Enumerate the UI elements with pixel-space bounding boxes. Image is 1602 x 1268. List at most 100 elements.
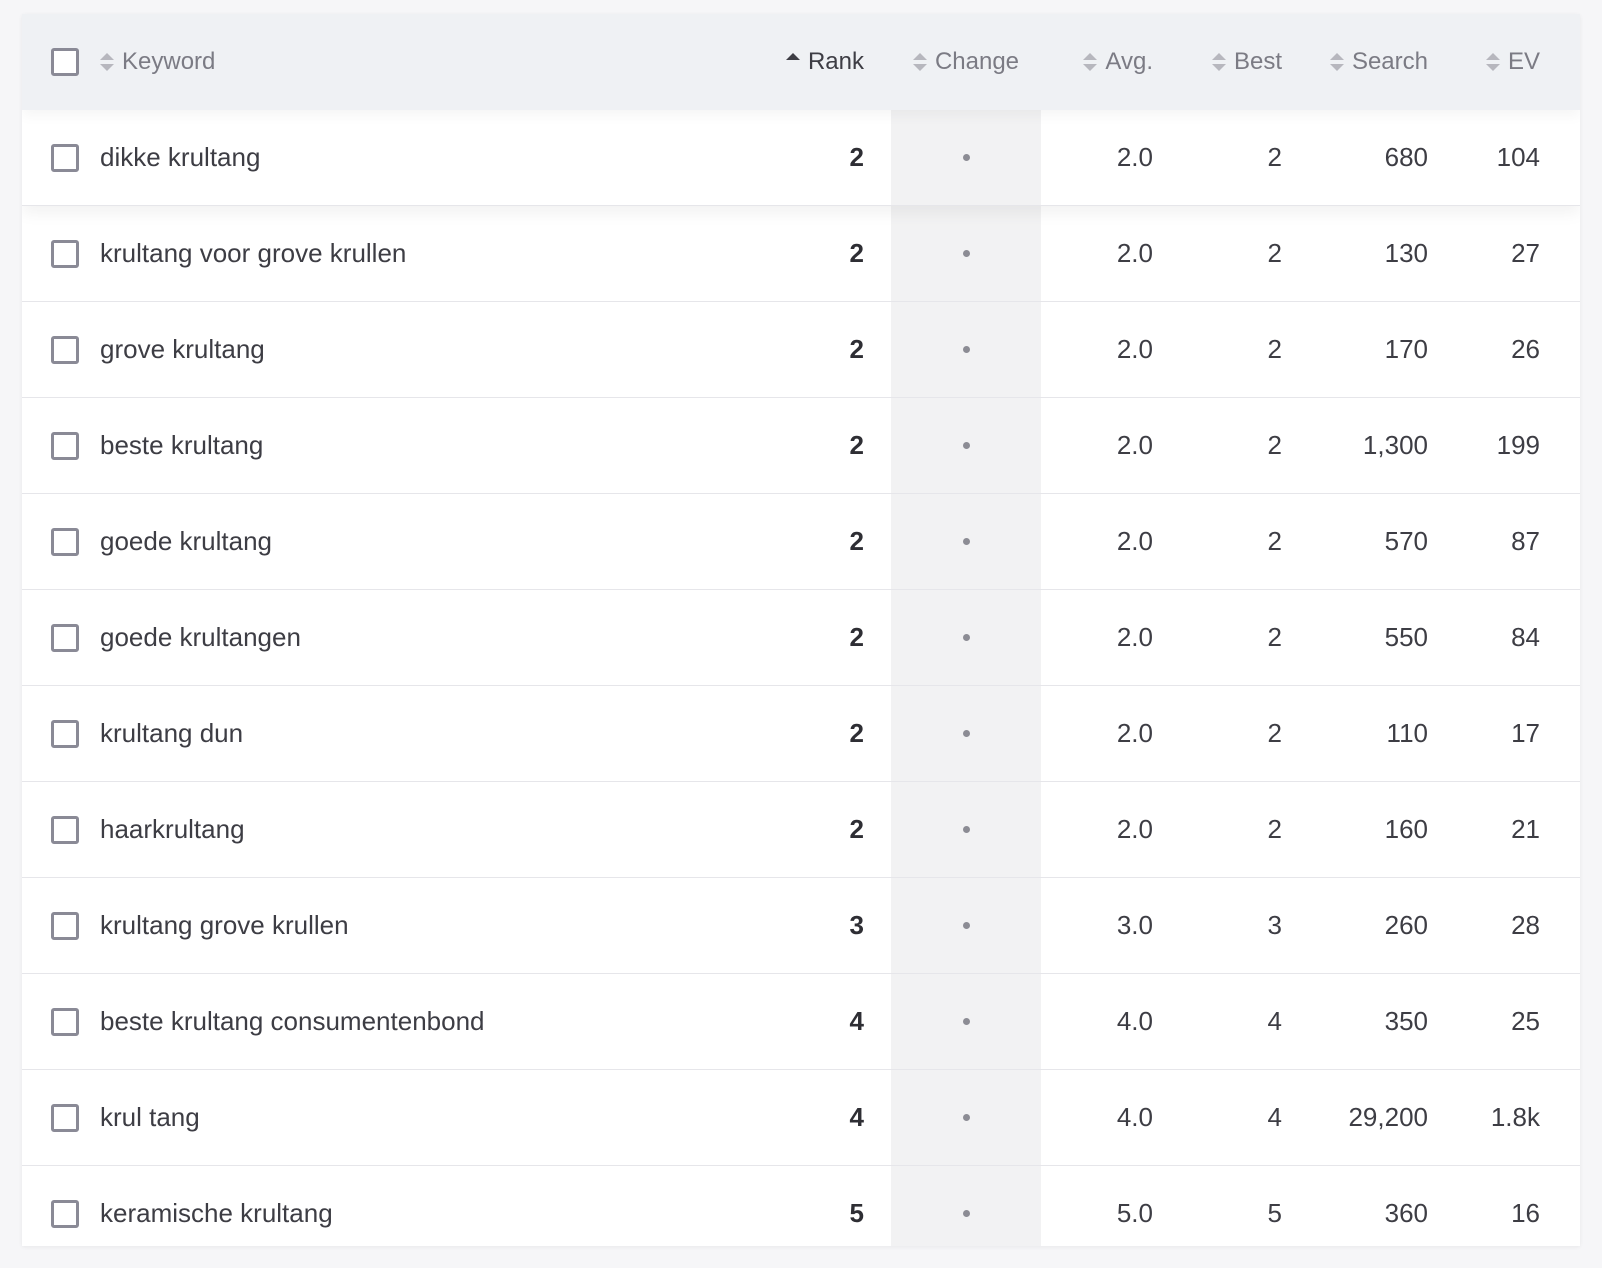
table-row[interactable]: haarkrultang 2 2.0 2 160 21: [22, 782, 1580, 878]
row-checkbox[interactable]: [51, 431, 79, 460]
table-row[interactable]: krultang grove krullen 3 3.0 3 260 28: [22, 878, 1580, 974]
ev-cell: 28: [1511, 910, 1540, 940]
ev-cell: 21: [1511, 814, 1540, 844]
sort-icon: [100, 52, 114, 72]
search-volume-cell: 350: [1384, 1006, 1428, 1036]
column-header-change-label: Change: [934, 48, 1020, 75]
table-row[interactable]: goede krultang 2 2.0 2 570 87: [22, 494, 1580, 590]
avg-cell: 2.0: [1116, 814, 1153, 844]
change-cell: [891, 590, 1041, 685]
column-header-search-label: Search: [1351, 48, 1428, 75]
change-cell: [891, 974, 1041, 1069]
table-row[interactable]: krultang voor grove krullen 2 2.0 2 130 …: [22, 206, 1580, 302]
search-volume-cell: 29,200: [1348, 1102, 1428, 1132]
best-cell: 3: [1267, 910, 1282, 940]
change-cell: [891, 782, 1041, 877]
search-volume-cell: 550: [1384, 622, 1428, 652]
avg-cell: 4.0: [1116, 1006, 1153, 1036]
best-cell: 2: [1267, 622, 1282, 652]
row-select-cell: [51, 110, 81, 205]
row-checkbox[interactable]: [51, 623, 79, 652]
no-change-dot-icon: [962, 250, 970, 257]
avg-cell: 2.0: [1116, 718, 1153, 748]
no-change-dot-icon: [962, 1114, 970, 1121]
rank-cell: 2: [849, 622, 864, 652]
column-header-keyword[interactable]: Keyword: [100, 14, 780, 110]
table-row[interactable]: krultang dun 2 2.0 2 110 17: [22, 686, 1580, 782]
row-checkbox[interactable]: [51, 719, 79, 748]
ev-cell: 16: [1511, 1198, 1540, 1228]
avg-cell: 3.0: [1116, 910, 1153, 940]
no-change-dot-icon: [962, 442, 970, 449]
sort-ascending-icon: [785, 52, 800, 72]
column-header-best[interactable]: Best: [1211, 14, 1282, 110]
keyword-cell: krul tang: [100, 1102, 200, 1132]
keyword-cell: beste krultang consumentenbond: [100, 1006, 485, 1036]
column-header-avg[interactable]: Avg.: [1083, 14, 1153, 110]
best-cell: 2: [1267, 526, 1282, 556]
sort-icon: [1211, 52, 1226, 72]
row-select-cell: [51, 398, 81, 493]
rank-cell: 5: [849, 1198, 864, 1228]
keyword-cell: krultang grove krullen: [100, 910, 349, 940]
column-header-keyword-label: Keyword: [122, 48, 216, 75]
avg-cell: 2.0: [1116, 142, 1153, 172]
table-row[interactable]: keramische krultang 5 5.0 5 360 16: [22, 1166, 1580, 1246]
column-header-change[interactable]: Change: [891, 14, 1041, 110]
no-change-dot-icon: [962, 538, 970, 545]
best-cell: 4: [1267, 1102, 1282, 1132]
avg-cell: 5.0: [1116, 1198, 1153, 1228]
rank-cell: 2: [849, 142, 864, 172]
search-volume-cell: 130: [1384, 238, 1428, 268]
table-row[interactable]: goede krultangen 2 2.0 2 550 84: [22, 590, 1580, 686]
row-select-cell: [51, 590, 81, 685]
no-change-dot-icon: [962, 634, 970, 641]
ev-cell: 84: [1511, 622, 1540, 652]
row-checkbox[interactable]: [51, 1103, 79, 1132]
search-volume-cell: 680: [1384, 142, 1428, 172]
column-header-search[interactable]: Search: [1329, 14, 1428, 110]
column-header-avg-label: Avg.: [1105, 48, 1153, 75]
select-all-checkbox[interactable]: [51, 48, 79, 76]
rank-cell: 4: [849, 1006, 864, 1036]
table-row[interactable]: beste krultang 2 2.0 2 1,300 199: [22, 398, 1580, 494]
keyword-cell: grove krultang: [100, 334, 265, 364]
rank-cell: 2: [849, 334, 864, 364]
keyword-cell: haarkrultang: [100, 814, 245, 844]
search-volume-cell: 160: [1384, 814, 1428, 844]
sort-icon: [1083, 52, 1098, 72]
table-row[interactable]: beste krultang consumentenbond 4 4.0 4 3…: [22, 974, 1580, 1070]
best-cell: 2: [1267, 334, 1282, 364]
row-checkbox[interactable]: [51, 911, 79, 940]
search-volume-cell: 110: [1386, 718, 1428, 748]
best-cell: 5: [1267, 1198, 1282, 1228]
row-checkbox[interactable]: [51, 815, 79, 844]
column-header-rank[interactable]: Rank: [785, 14, 864, 110]
table-row[interactable]: grove krultang 2 2.0 2 170 26: [22, 302, 1580, 398]
row-checkbox[interactable]: [51, 1007, 79, 1036]
row-checkbox[interactable]: [51, 1199, 79, 1228]
sort-icon: [1485, 52, 1500, 72]
rank-cell: 3: [849, 910, 864, 940]
search-volume-cell: 1,300: [1362, 430, 1428, 460]
best-cell: 2: [1267, 718, 1282, 748]
rank-cell: 2: [849, 814, 864, 844]
table-row[interactable]: dikke krultang 2 2.0 2 680 104: [22, 110, 1580, 206]
row-select-cell: [51, 302, 81, 397]
select-all-cell: [51, 14, 81, 110]
row-checkbox[interactable]: [51, 527, 79, 556]
row-checkbox[interactable]: [51, 239, 79, 268]
row-checkbox[interactable]: [51, 143, 79, 172]
change-cell: [891, 1166, 1041, 1246]
column-header-ev-label: EV: [1507, 48, 1540, 75]
change-column-band: [891, 110, 1041, 1246]
sort-icon: [1329, 52, 1344, 72]
change-cell: [891, 206, 1041, 301]
rank-cell: 2: [849, 526, 864, 556]
best-cell: 2: [1267, 814, 1282, 844]
row-select-cell: [51, 878, 81, 973]
table-row[interactable]: krul tang 4 4.0 4 29,200 1.8k: [22, 1070, 1580, 1166]
row-checkbox[interactable]: [51, 335, 79, 364]
best-cell: 2: [1267, 142, 1282, 172]
column-header-ev[interactable]: EV: [1485, 14, 1540, 110]
